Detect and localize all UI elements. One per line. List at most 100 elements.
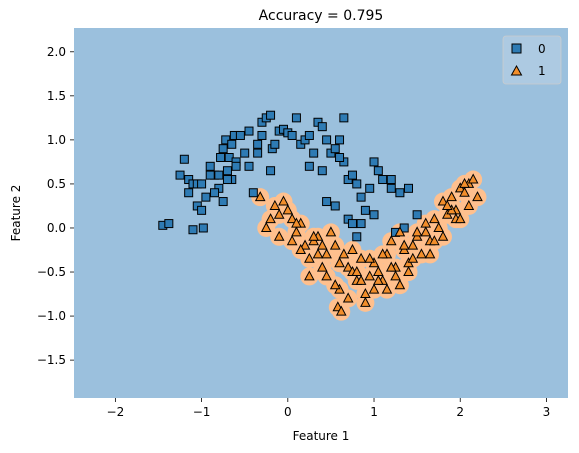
data-point-class-0 — [266, 110, 276, 120]
y-axis: 2.0 1.5 1.0 0.5 0.0 −0.5 −1.0 −1.5 — [37, 45, 74, 367]
data-point-class-1 — [269, 199, 281, 210]
data-point-class-0 — [330, 201, 340, 211]
data-point-class-1 — [360, 296, 371, 307]
data-point-class-1 — [381, 283, 393, 294]
data-point-class-0 — [369, 157, 379, 167]
data-point-class-0 — [369, 210, 379, 220]
data-point-class-1 — [437, 195, 449, 206]
data-point-class-1 — [407, 239, 419, 250]
x-tick-label: 3 — [543, 405, 551, 419]
chart-title: Accuracy = 0.795 — [259, 8, 384, 24]
data-point-class-1 — [321, 270, 332, 281]
data-point-class-0 — [304, 161, 314, 171]
data-point-class-0 — [216, 153, 226, 162]
data-point-class-0 — [210, 188, 220, 198]
x-tick-label: −1 — [193, 405, 211, 419]
data-point-class-0 — [188, 225, 198, 235]
legend-marker-0 — [511, 43, 522, 54]
data-point-class-1 — [351, 265, 363, 277]
data-point-class-1 — [254, 191, 266, 202]
data-point-class-0 — [386, 175, 396, 185]
data-point-class-0 — [347, 170, 357, 180]
plot-area-background — [74, 28, 568, 398]
data-point-class-0 — [214, 170, 224, 180]
data-point-class-1 — [390, 270, 401, 281]
y-tick-label: −0.5 — [37, 265, 66, 279]
y-tick-label: −1.0 — [37, 309, 66, 323]
data-point-class-0 — [386, 183, 396, 193]
x-tick-label: 0 — [284, 405, 292, 419]
data-point-class-1 — [321, 248, 332, 259]
data-point-class-1 — [420, 226, 432, 237]
data-point-class-1 — [368, 283, 380, 294]
data-point-class-0 — [257, 130, 267, 140]
data-point-class-0 — [356, 219, 366, 229]
data-point-class-0 — [395, 188, 405, 198]
legend: 0 1 — [502, 35, 562, 85]
data-point-class-0 — [352, 232, 362, 242]
data-point-class-0 — [222, 166, 232, 176]
data-point-class-0 — [175, 170, 185, 180]
data-point-class-0 — [335, 135, 345, 145]
data-point-class-1 — [394, 279, 406, 290]
legend-label-1: 1 — [538, 64, 546, 78]
data-point-class-1 — [342, 292, 354, 303]
data-point-class-1 — [429, 213, 440, 224]
data-point-class-0 — [248, 188, 258, 198]
data-point-class-1 — [286, 213, 298, 224]
data-point-class-0 — [218, 197, 228, 207]
data-point-class-1 — [403, 265, 414, 277]
legend-label-0: 0 — [538, 42, 546, 56]
data-point-class-1 — [459, 186, 470, 197]
x-tick-label: −2 — [107, 405, 125, 419]
data-point-class-0 — [253, 148, 263, 158]
data-point-class-0 — [164, 219, 174, 229]
data-point-class-1 — [355, 252, 367, 263]
data-point-class-0 — [330, 144, 340, 154]
data-point-class-1 — [472, 191, 483, 202]
data-point-class-1 — [295, 243, 307, 254]
data-point-class-0 — [322, 197, 332, 207]
data-point-class-1 — [342, 261, 354, 272]
x-tick-label: 1 — [370, 405, 378, 419]
data-point-class-1 — [385, 261, 397, 272]
legend-marker-1 — [510, 64, 523, 76]
data-point-class-1 — [377, 248, 388, 259]
data-point-class-0 — [347, 219, 357, 229]
data-point-class-0 — [244, 161, 254, 171]
data-point-class-0 — [235, 130, 245, 140]
data-point-class-1 — [335, 305, 347, 316]
y-tick-label: 0.0 — [47, 221, 66, 235]
data-point-class-0 — [184, 188, 194, 198]
data-point-class-1 — [291, 226, 302, 237]
data-point-class-1 — [398, 239, 410, 250]
data-point-class-0 — [205, 161, 215, 171]
data-point-class-1 — [316, 239, 328, 250]
data-point-class-1 — [304, 252, 315, 263]
data-point-class-1 — [278, 195, 289, 206]
data-point-class-0 — [317, 166, 327, 176]
legend-box — [502, 35, 562, 85]
data-point-class-1 — [373, 274, 384, 285]
data-point-class-0 — [404, 183, 414, 193]
data-point-class-1 — [446, 191, 457, 202]
data-point-class-1 — [273, 208, 285, 219]
data-point-class-0 — [240, 148, 250, 158]
data-point-class-1 — [433, 221, 445, 232]
x-axis: −2 −1 0 1 2 3 — [107, 398, 551, 419]
data-point-class-0 — [266, 166, 276, 176]
data-point-class-1 — [385, 235, 397, 246]
data-point-class-0 — [197, 205, 207, 215]
data-point-class-1 — [334, 257, 345, 268]
y-tick-label: 1.0 — [47, 133, 66, 147]
data-point-class-0 — [201, 192, 211, 202]
data-point-class-1 — [463, 199, 475, 210]
data-point-class-0 — [373, 166, 383, 176]
x-axis-title: Feature 1 — [293, 429, 350, 443]
data-point-class-1 — [291, 217, 302, 228]
data-point-class-0 — [360, 205, 370, 215]
data-point-class-0 — [317, 122, 327, 132]
data-point-class-0 — [218, 144, 228, 154]
data-point-class-0 — [335, 153, 345, 162]
data-point-class-1 — [312, 248, 324, 259]
